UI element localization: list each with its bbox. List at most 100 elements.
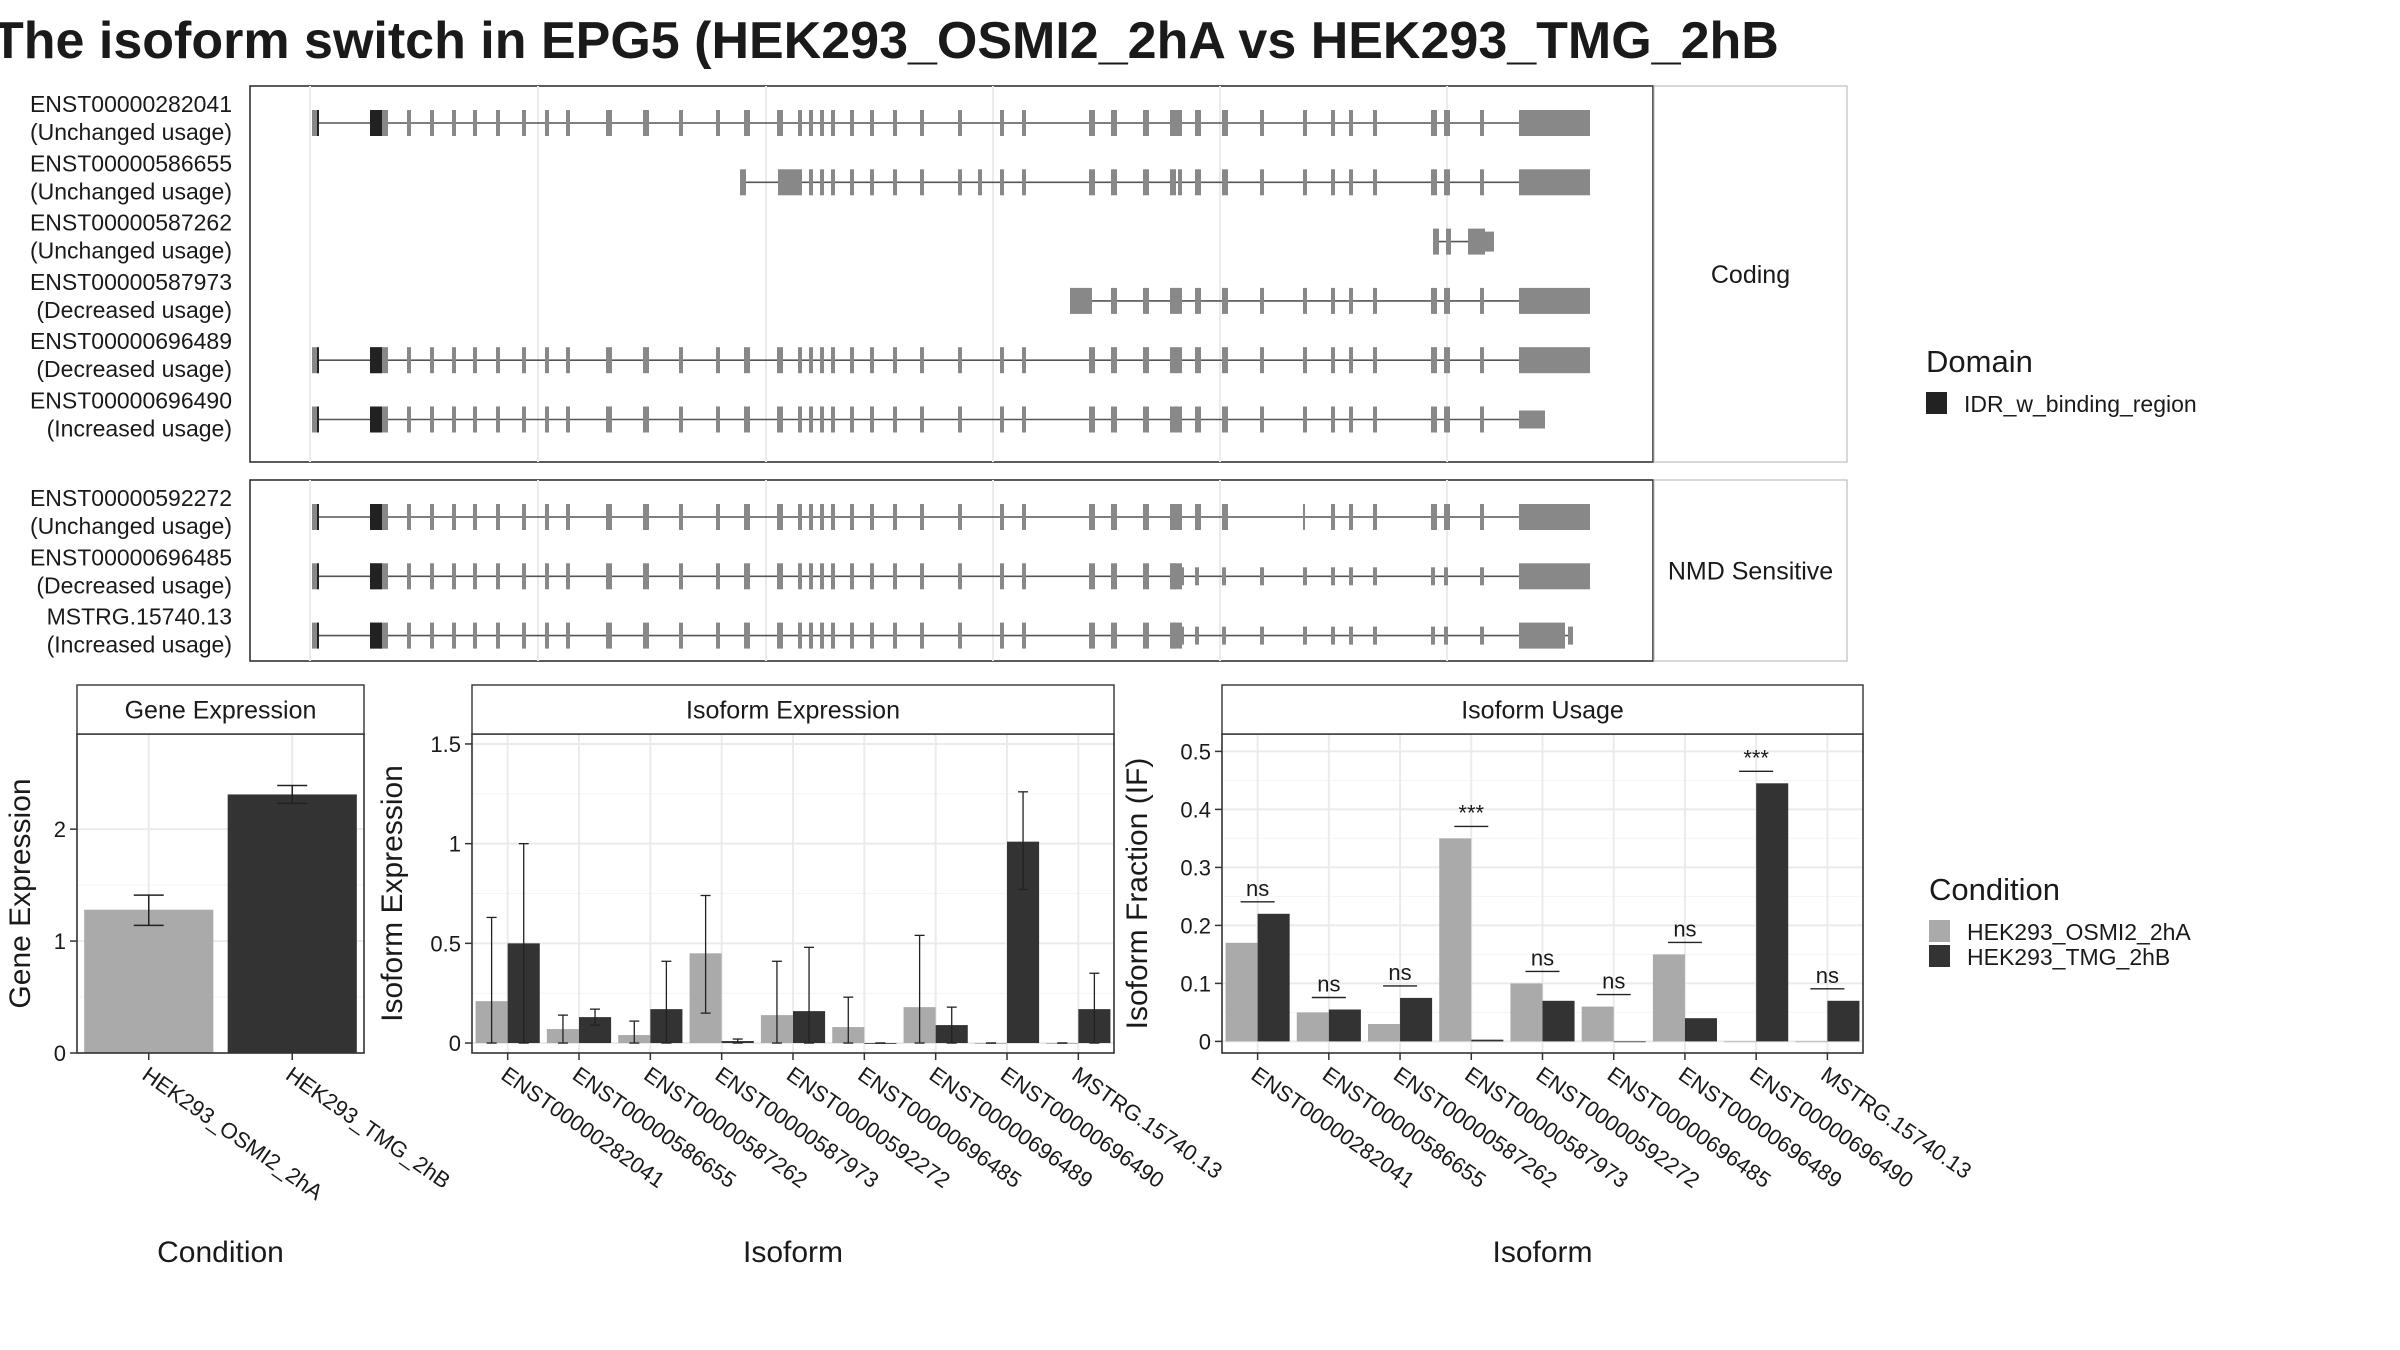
- transcript-id-label: MSTRG.15740.13: [47, 604, 232, 630]
- exon: [679, 110, 683, 136]
- exon: [1178, 169, 1182, 196]
- exon: [545, 563, 549, 590]
- exon: [716, 622, 720, 649]
- condition-legend-key: [1929, 945, 1950, 967]
- exon: [809, 347, 813, 374]
- exon: [452, 504, 456, 530]
- exon: [1444, 169, 1450, 196]
- exon: [643, 110, 649, 136]
- exon: [777, 622, 783, 649]
- exon: [831, 110, 835, 136]
- exon: [430, 563, 434, 590]
- exon: [716, 110, 720, 136]
- exon: [1000, 347, 1004, 374]
- exon: [777, 406, 783, 433]
- y-tick-label: 1: [449, 832, 461, 857]
- exon: [473, 504, 477, 530]
- exon: [430, 622, 434, 649]
- domain-block: [370, 563, 382, 590]
- exon: [798, 406, 802, 433]
- exon: [1431, 406, 1437, 433]
- exon: [850, 406, 854, 433]
- bar: [1724, 1041, 1757, 1043]
- exon: [430, 110, 434, 136]
- bar: [1296, 1012, 1329, 1042]
- exon: [809, 406, 813, 433]
- exon: [1195, 169, 1201, 196]
- exon: [831, 169, 835, 196]
- exon: [407, 563, 411, 590]
- exon: [831, 347, 835, 374]
- exon: [1480, 110, 1484, 136]
- bar: [1471, 1039, 1504, 1042]
- significance-label: ns: [1317, 972, 1340, 997]
- exon: [1000, 406, 1004, 433]
- y-tick-label: 0: [449, 1031, 461, 1056]
- exon: [1331, 406, 1335, 433]
- transcript-id-label: ENST00000587262: [30, 210, 232, 236]
- exon: [893, 622, 897, 649]
- figure-title: The isoform switch in EPG5 (HEK293_OSMI2…: [0, 12, 1779, 70]
- exon: [473, 110, 477, 136]
- exon: [920, 406, 924, 433]
- transcript-usage-label: (Unchanged usage): [30, 178, 232, 204]
- exon: [1222, 626, 1226, 645]
- transcript-id-label: ENST00000587973: [30, 269, 232, 295]
- exon: [1303, 169, 1307, 196]
- exon: [920, 622, 924, 649]
- exon: [1089, 110, 1095, 136]
- exon: [1526, 347, 1590, 374]
- bar: [1652, 954, 1685, 1042]
- exon: [870, 169, 874, 196]
- exon: [1000, 563, 1004, 590]
- exon: [643, 347, 649, 374]
- exon: [1089, 406, 1095, 433]
- exon: [1480, 406, 1484, 433]
- exon: [893, 169, 897, 196]
- bar: [84, 909, 214, 1053]
- exon: [545, 110, 549, 136]
- significance-label: ***: [1743, 745, 1769, 770]
- exon: [777, 110, 783, 136]
- exon: [920, 347, 924, 374]
- exon: [1444, 406, 1450, 433]
- exon: [1331, 169, 1335, 196]
- exon: [850, 169, 854, 196]
- exon: [1022, 347, 1026, 374]
- domain-block: [370, 622, 382, 649]
- exon: [893, 347, 897, 374]
- exon: [1170, 110, 1182, 136]
- transcript-id-label: ENST00000592272: [30, 485, 232, 511]
- chart-strip: [76, 684, 365, 735]
- exon: [522, 110, 526, 136]
- exon: [1022, 169, 1026, 196]
- exon: [1331, 567, 1335, 586]
- exon: [870, 563, 874, 590]
- exon: [740, 169, 746, 196]
- exon: [1172, 622, 1176, 649]
- domain-block: [370, 347, 382, 374]
- domain-legend-key: [1926, 392, 1947, 414]
- exon: [1480, 287, 1484, 314]
- exon: [1331, 626, 1335, 645]
- transcript-id-label: ENST00000586655: [30, 150, 232, 176]
- bar: [1795, 1041, 1828, 1043]
- exon: [1000, 622, 1004, 649]
- exon: [850, 504, 854, 530]
- chart-strip: [1221, 684, 1864, 735]
- exon: [1180, 567, 1184, 586]
- exon: [1070, 287, 1092, 314]
- exon: [1195, 504, 1201, 530]
- exon: [1143, 347, 1149, 374]
- x-axis-title: Condition: [157, 1236, 284, 1269]
- exon: [744, 406, 750, 433]
- exon: [452, 563, 456, 590]
- transcript-id-label: ENST00000696490: [30, 388, 232, 414]
- exon: [831, 622, 835, 649]
- exon: [473, 406, 477, 433]
- transcript-usage-label: (Decreased usage): [36, 572, 232, 598]
- exon: [1349, 110, 1353, 136]
- exon: [1349, 504, 1353, 530]
